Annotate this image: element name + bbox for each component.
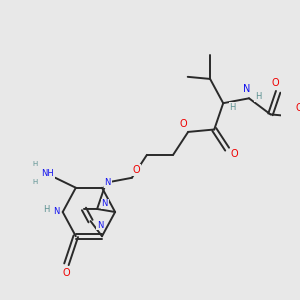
Text: N: N: [104, 178, 111, 187]
Text: NH: NH: [41, 169, 54, 178]
Text: H: H: [230, 103, 236, 112]
Text: H: H: [32, 161, 37, 167]
Text: N: N: [97, 220, 103, 230]
Text: O: O: [231, 149, 239, 159]
Text: N: N: [244, 84, 251, 94]
Text: O: O: [133, 165, 140, 175]
Text: O: O: [296, 103, 300, 113]
Text: O: O: [180, 119, 187, 129]
Text: H: H: [32, 179, 37, 185]
Text: H: H: [43, 206, 49, 214]
Text: O: O: [63, 268, 70, 278]
Text: N: N: [53, 208, 59, 217]
Text: N: N: [101, 200, 108, 208]
Text: O: O: [272, 78, 279, 88]
Text: H: H: [255, 92, 262, 101]
